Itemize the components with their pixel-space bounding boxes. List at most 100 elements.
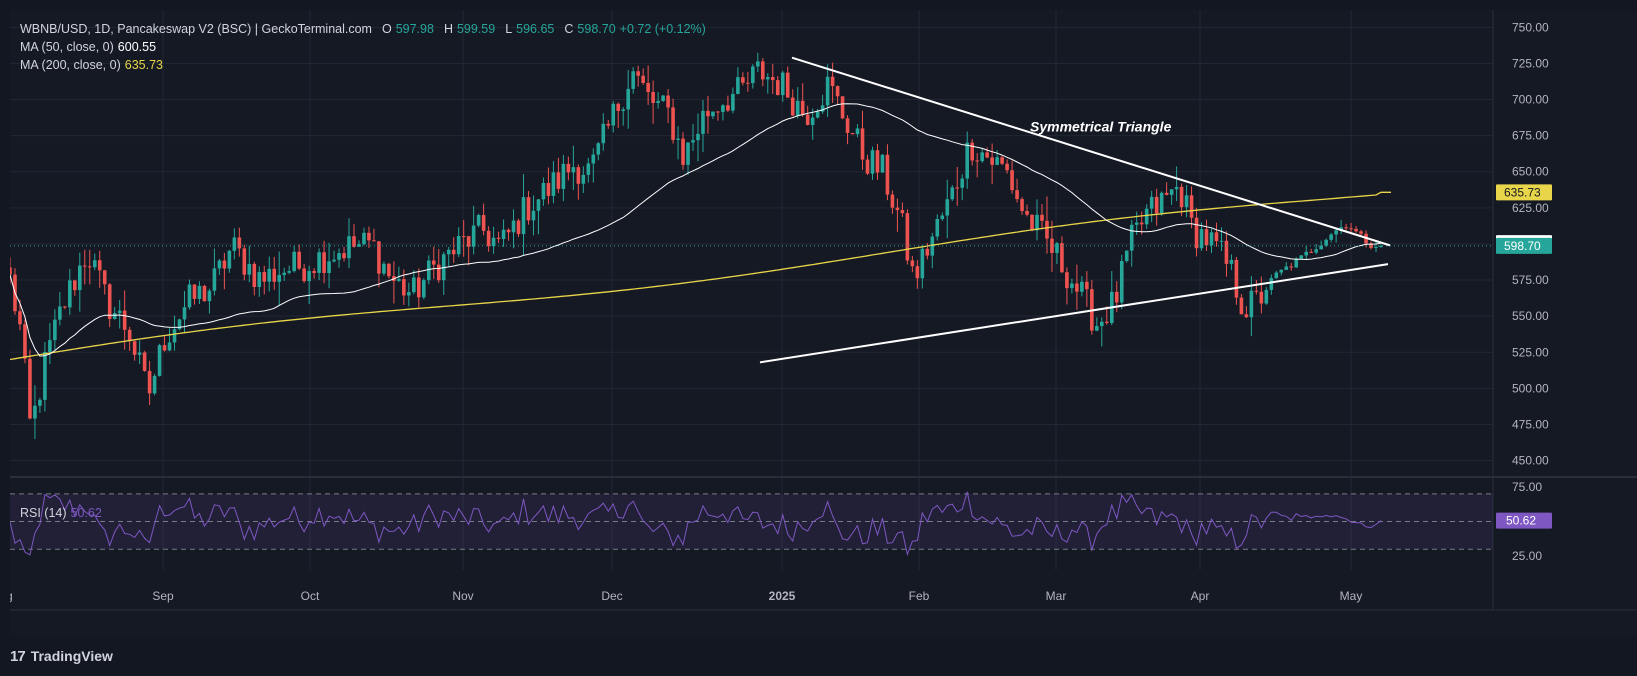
tradingview-wordmark: TradingView — [30, 648, 113, 664]
candle-body — [252, 263, 257, 287]
ma200-row[interactable]: MA (200, close, 0) 635.73 — [20, 56, 706, 74]
candle-body — [541, 182, 546, 200]
candle-body — [571, 167, 576, 173]
candle-body — [1374, 247, 1378, 249]
time-tick-label: Apr — [1191, 589, 1210, 603]
candle-body — [506, 229, 511, 233]
candle-body — [915, 266, 920, 279]
candle-body — [297, 251, 301, 269]
candle-body — [292, 251, 296, 272]
candle-body — [716, 111, 720, 113]
candle-body — [1105, 321, 1109, 323]
candle-body — [33, 405, 37, 419]
candle-body — [436, 264, 441, 281]
time-tick-label: 2025 — [769, 589, 796, 603]
candle-body — [905, 213, 910, 261]
candle-body — [382, 263, 386, 274]
candle-body — [601, 123, 606, 144]
time-tick-label: Aug — [10, 589, 13, 603]
candle-body — [1119, 261, 1124, 303]
candle-body — [466, 236, 471, 247]
candle-body — [1209, 232, 1214, 246]
chart-svg[interactable]: Symmetrical Triangle 750.00 725.00 700.00 67… — [0, 10, 1637, 636]
candle-body — [835, 86, 840, 97]
candle-body — [337, 253, 341, 260]
candle-body — [257, 272, 262, 287]
candle-body — [1129, 224, 1134, 251]
close-value: 598.70 — [577, 22, 616, 36]
candle-body — [412, 277, 416, 293]
candle-body — [8, 267, 12, 275]
candle-body — [711, 111, 715, 117]
candle-body — [1020, 199, 1024, 212]
ma50-row[interactable]: MA (50, close, 0) 600.55 — [20, 38, 706, 56]
price-label-ma200: 635.73 — [1504, 185, 1541, 199]
candle-body — [770, 77, 775, 81]
candle-body — [227, 250, 232, 269]
candle-body — [920, 248, 925, 279]
candle-body — [1154, 196, 1159, 214]
candle-body — [1114, 291, 1119, 303]
rsi-legend[interactable]: RSI (14) 50.62 — [20, 506, 102, 520]
candle-body — [1139, 222, 1144, 225]
open-label: O — [381, 22, 392, 36]
candle-body — [352, 236, 356, 247]
candle-body — [317, 252, 321, 273]
tradingview-logo[interactable]: 17 TradingView — [10, 648, 113, 665]
candle-body — [1045, 220, 1049, 239]
candle-body — [207, 290, 212, 302]
candle-body — [551, 172, 556, 196]
candle-body — [765, 77, 770, 80]
candle-body — [322, 252, 326, 274]
candle-body — [426, 260, 431, 281]
candle-body — [651, 92, 655, 104]
candle-body — [187, 284, 192, 308]
candle-body — [606, 123, 611, 126]
candle-body — [1060, 243, 1064, 273]
candle-body — [342, 253, 346, 259]
candle-body — [566, 163, 571, 173]
candle-body — [581, 174, 586, 184]
candle-body — [327, 261, 331, 274]
candle-body — [102, 270, 107, 285]
candle-body — [1085, 281, 1089, 290]
candle-body — [1254, 290, 1259, 292]
candle-body — [18, 311, 22, 325]
candle-body — [237, 237, 242, 249]
candle-body — [970, 142, 974, 161]
candle-body — [1279, 269, 1284, 273]
candle-body — [666, 95, 670, 108]
candle-body — [935, 219, 940, 237]
rsi-value-label-bg — [1496, 512, 1552, 529]
candle-body — [1239, 297, 1244, 315]
close-label: C — [564, 22, 574, 36]
candle-body — [621, 109, 626, 111]
candle-body — [830, 76, 835, 87]
candle-body — [172, 329, 177, 343]
price-tick-label: 675.00 — [1512, 129, 1549, 143]
candle-body — [636, 71, 640, 76]
time-tick-label: Oct — [301, 589, 320, 603]
candle-body — [516, 220, 521, 235]
candle-body — [43, 352, 47, 400]
candle-body — [397, 279, 401, 281]
candle-body — [756, 61, 760, 67]
candle-body — [152, 375, 157, 394]
candle-body — [481, 215, 486, 231]
candle-body — [1299, 255, 1304, 259]
candle-body — [940, 215, 945, 220]
candle-body — [1164, 192, 1169, 195]
candle-body — [87, 266, 92, 268]
rsi-legend-value: 50.62 — [70, 506, 102, 520]
candle-body — [312, 270, 316, 273]
price-tick-label: 725.00 — [1512, 56, 1549, 70]
chart-frame[interactable]: Symmetrical Triangle 750.00 725.00 700.00 67… — [0, 10, 1637, 636]
candle-body — [960, 178, 965, 188]
candle-body — [840, 96, 845, 119]
candle-body — [1184, 195, 1189, 208]
candle-body — [122, 310, 127, 330]
symbol-title[interactable]: WBNB/USD, 1D, Pancakeswap V2 (BSC) | Gec… — [20, 22, 372, 36]
candle-body — [1169, 189, 1174, 195]
candle-body — [162, 345, 167, 351]
candle-body — [1334, 230, 1338, 235]
